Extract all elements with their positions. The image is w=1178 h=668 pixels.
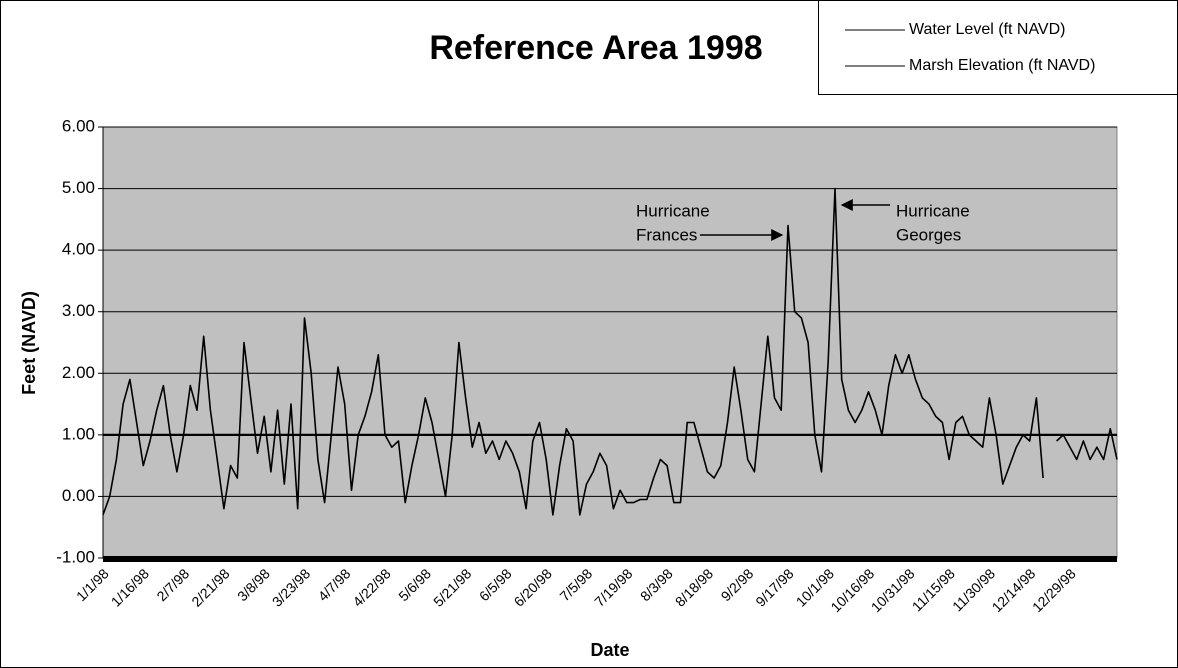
y-tick-label: -1.00 bbox=[56, 547, 95, 566]
legend bbox=[818, 0, 1178, 95]
y-tick-label: 4.00 bbox=[62, 240, 95, 259]
y-tick-label: 1.00 bbox=[62, 424, 95, 443]
annotation: Frances bbox=[636, 225, 697, 244]
chart-title: Reference Area 1998 bbox=[429, 29, 762, 67]
y-tick-label: 2.00 bbox=[62, 363, 95, 382]
y-tick-label: 0.00 bbox=[62, 486, 95, 505]
plot-area bbox=[102, 126, 1118, 559]
legend-label: Water Level (ft NAVD) bbox=[909, 21, 1065, 38]
annotation: Hurricane bbox=[636, 201, 710, 220]
legend-label: Marsh Elevation (ft NAVD) bbox=[909, 57, 1095, 74]
y-tick-label: 5.00 bbox=[62, 178, 95, 197]
x-axis-label: Date bbox=[590, 640, 629, 660]
series-line bbox=[102, 187, 1118, 516]
annotation: Hurricane bbox=[896, 201, 970, 220]
y-axis-label: Feet (NAVD) bbox=[19, 291, 39, 395]
y-tick-label: 3.00 bbox=[62, 301, 95, 320]
annotation: Georges bbox=[896, 225, 961, 244]
x-axis-band bbox=[103, 556, 1117, 562]
y-tick-label: 6.00 bbox=[62, 116, 95, 135]
